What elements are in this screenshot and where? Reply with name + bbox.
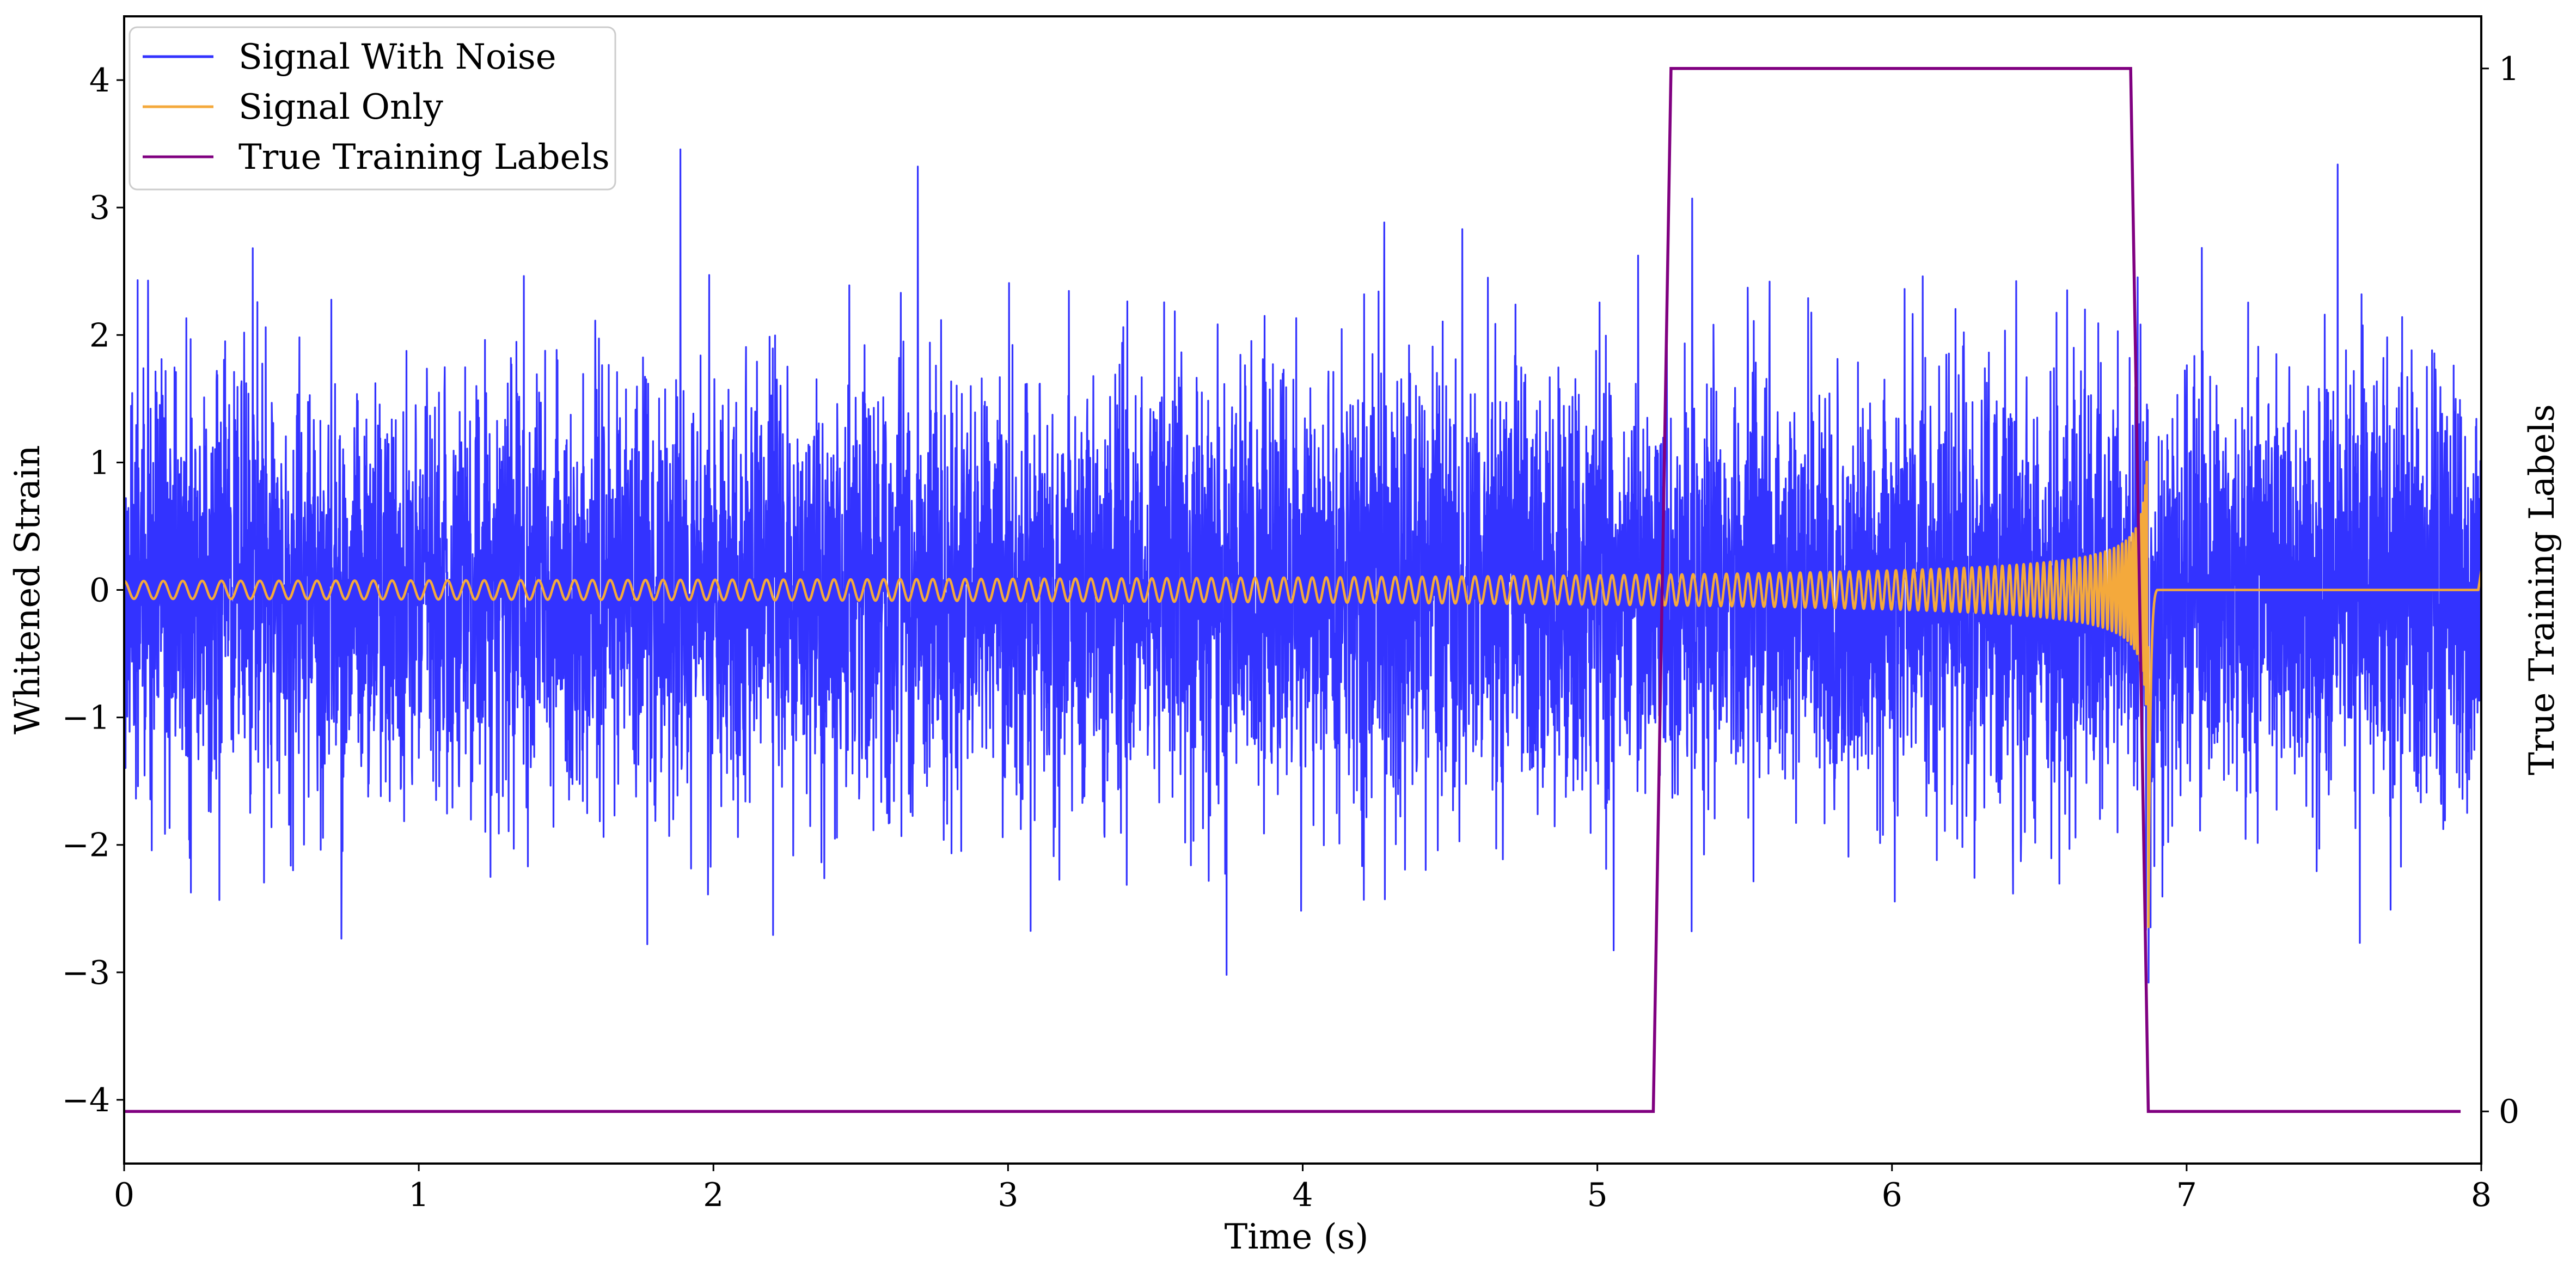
x-tick-label: 7 — [2176, 1176, 2197, 1214]
y-tick-label: −4 — [62, 1081, 110, 1119]
x-tick-label: 2 — [703, 1176, 724, 1214]
y2-tick-label: 0 — [2499, 1093, 2519, 1131]
y-tick-label: −2 — [62, 827, 110, 865]
x-tick-label: 0 — [114, 1176, 134, 1214]
y-tick-label: 2 — [89, 316, 110, 354]
series-layer — [124, 67, 2481, 1113]
x-tick-label: 6 — [1882, 1176, 1902, 1214]
y-axis-right: 01 — [2481, 50, 2519, 1131]
x-tick-label: 8 — [2471, 1176, 2492, 1214]
y2-tick-label: 1 — [2499, 50, 2519, 88]
x-tick-label: 1 — [408, 1176, 429, 1214]
y-tick-label: 3 — [89, 189, 110, 227]
series-signal-with-noise — [124, 148, 2481, 984]
series-true-training-labels — [124, 67, 2461, 1113]
legend: Signal With Noise Signal Only True Trainin… — [129, 26, 616, 191]
y-tick-label: −3 — [62, 954, 110, 992]
x-axis-label: Time (s) — [1225, 1217, 1369, 1257]
legend-label: Signal With Noise — [238, 37, 556, 77]
x-tick-label: 4 — [1292, 1176, 1313, 1214]
y-tick-label: 0 — [89, 572, 110, 610]
y2-axis-label: True Training Labels — [2522, 404, 2562, 775]
y-axis-left: −4 −3 −2 −1 0 1 2 3 4 — [62, 62, 124, 1119]
y-tick-label: 4 — [89, 62, 110, 100]
y-tick-label: 1 — [89, 444, 110, 482]
legend-label: True Training Labels — [238, 137, 610, 178]
x-tick-label: 3 — [998, 1176, 1018, 1214]
legend-box — [129, 26, 616, 191]
legend-label: Signal Only — [238, 87, 443, 127]
y-tick-label: −1 — [62, 699, 110, 737]
x-tick-label: 5 — [1587, 1176, 1608, 1214]
series-signal-only — [124, 460, 2481, 928]
x-axis: 0 1 2 3 4 5 6 7 8 — [114, 1164, 2492, 1214]
y-axis-label: Whitened Strain — [8, 445, 48, 734]
